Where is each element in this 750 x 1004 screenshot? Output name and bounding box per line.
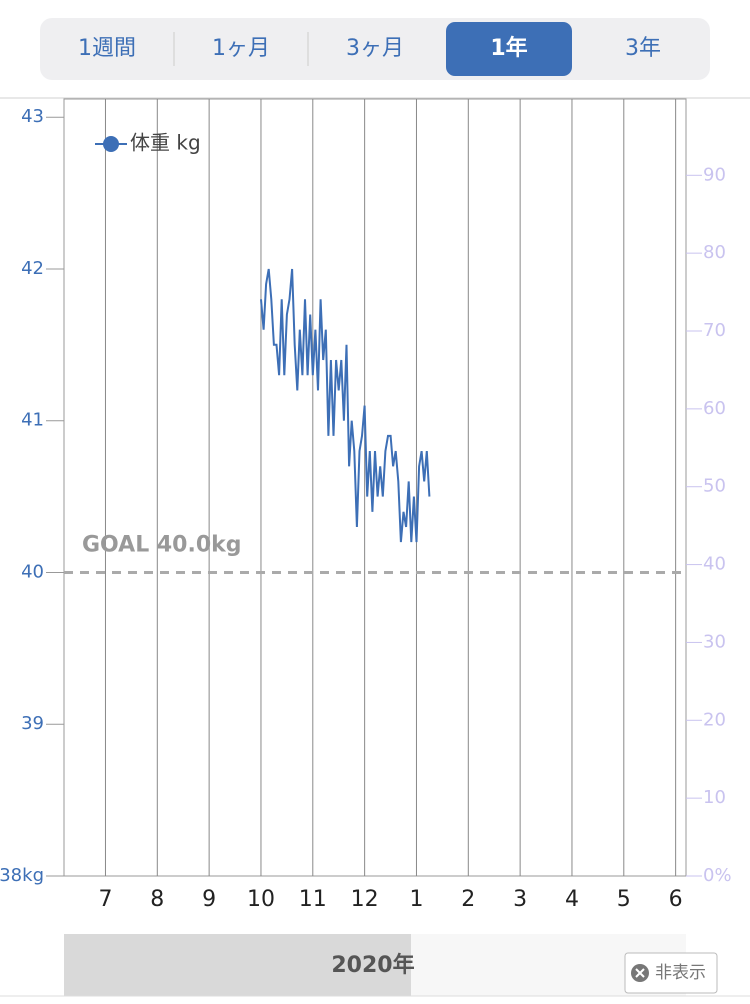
y2-tick-label: 50 [703, 476, 726, 497]
x-tick-label: 6 [669, 887, 683, 912]
x-tick-label: 5 [617, 887, 631, 912]
y2-tick-label: 40 [703, 554, 726, 575]
year-label: 2020年 [331, 952, 414, 978]
y2-tick-label: 80 [703, 242, 726, 263]
legend-marker [103, 136, 119, 152]
y-tick-label: 42 [21, 258, 44, 279]
hide-button[interactable] [624, 952, 718, 994]
plot-area [63, 98, 687, 877]
y2-tick-label: 10 [703, 787, 726, 808]
goal-label: GOAL 40.0kg [82, 532, 242, 557]
y2-tick-label: 20 [703, 709, 726, 730]
x-tick-label: 1 [409, 887, 423, 912]
y2-tick-label: 60 [703, 398, 726, 419]
x-tick-label: 10 [247, 887, 275, 912]
x-tick-label: 2 [461, 887, 475, 912]
y-tick-label: 41 [21, 410, 44, 431]
tab[interactable]: 3年 [625, 36, 661, 61]
close-icon-x[interactable] [635, 968, 645, 978]
x-tick-label: 12 [351, 887, 379, 912]
y2-tick-label: 90 [703, 164, 726, 185]
y-tick-label: 38kg [0, 865, 44, 886]
x-tick-label: 7 [98, 887, 112, 912]
tab[interactable]: 1年 [490, 35, 527, 61]
y-tick-label: 43 [21, 106, 44, 127]
x-tick-label: 9 [202, 887, 216, 912]
x-tick-label: 4 [565, 887, 579, 912]
tab[interactable]: 3ヶ月 [346, 36, 404, 61]
y2-tick-label: 70 [703, 320, 726, 341]
y-tick-label: 39 [21, 713, 44, 734]
hide-button-label[interactable]: 非表示 [655, 963, 706, 983]
y2-tick-label: 0% [703, 865, 732, 886]
y-tick-label: 40 [21, 561, 44, 582]
tab-active-bg[interactable] [446, 22, 572, 76]
legend-label: 体重 kg [130, 131, 201, 155]
x-tick-label: 8 [150, 887, 164, 912]
y2-tick-label: 30 [703, 631, 726, 652]
data-line [260, 268, 431, 543]
x-tick-label: 11 [299, 887, 327, 912]
tab[interactable]: 1ヶ月 [212, 36, 270, 61]
x-tick-label: 3 [513, 887, 527, 912]
tab[interactable]: 1週間 [78, 36, 136, 61]
year-band-active [64, 934, 411, 996]
